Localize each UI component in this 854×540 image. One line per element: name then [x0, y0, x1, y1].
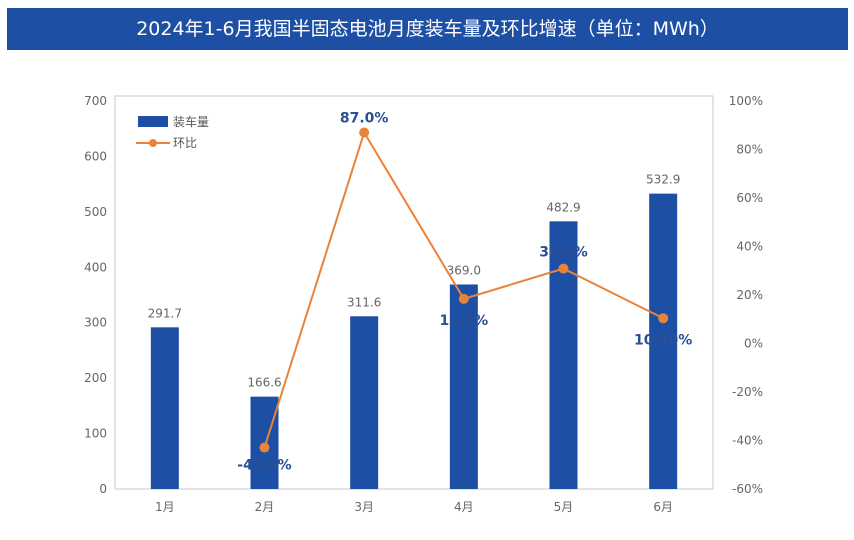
y-tick-label: 100 [84, 427, 107, 441]
bar-value-label: 482.9 [546, 200, 580, 214]
bar [350, 316, 379, 489]
y-tick-label: 200 [84, 371, 107, 385]
bar-value-label: 311.6 [347, 295, 381, 309]
bar-value-label: 369.0 [447, 263, 481, 277]
y2-tick-label: 0% [744, 337, 763, 351]
chart-title: 2024年1-6月我国半固态电池月度装车量及环比增速（单位：MWh） [7, 8, 848, 50]
bar-value-label: 291.7 [148, 306, 182, 320]
x-tick-label: 1月 [155, 500, 175, 514]
y2-tick-label: 20% [736, 288, 763, 302]
y2-tick-label: 80% [736, 143, 763, 157]
bar [649, 193, 678, 489]
x-tick-label: 4月 [454, 500, 474, 514]
y2-tick-label: -20% [732, 385, 763, 399]
legend-bar-swatch [138, 116, 168, 127]
bar-value-label: 166.6 [247, 376, 281, 390]
bar-value-label: 532.9 [646, 173, 680, 187]
line-value-label: 10.40% [634, 332, 692, 348]
bar [549, 221, 578, 489]
y-tick-label: 500 [84, 205, 107, 219]
y2-tick-label: 100% [729, 94, 763, 108]
line-point [458, 293, 469, 304]
line-value-label: 87.0% [340, 111, 389, 127]
line-point [658, 313, 669, 324]
legend-line-label: 环比 [173, 136, 197, 150]
x-tick-label: 6月 [653, 500, 673, 514]
bar [150, 327, 179, 489]
line-point [558, 263, 569, 274]
legend-bar-label: 装车量 [173, 114, 209, 129]
y-tick-label: 400 [84, 260, 107, 274]
y2-tick-label: -60% [732, 482, 763, 496]
line-point [259, 442, 270, 453]
y-tick-label: 700 [84, 94, 107, 108]
line-value-label: 18.4% [440, 313, 489, 329]
line-point [359, 127, 370, 138]
plot-frame [114, 95, 714, 490]
line-value-label: -42.9% [237, 458, 291, 474]
x-tick-label: 2月 [255, 500, 275, 514]
legend-line-marker [149, 139, 157, 147]
y-tick-label: 0 [99, 482, 107, 496]
line-value-label: 30.9% [539, 245, 588, 261]
x-tick-label: 5月 [554, 500, 574, 514]
y2-tick-label: -40% [732, 434, 763, 448]
x-tick-label: 3月 [354, 500, 374, 514]
y2-tick-label: 40% [736, 240, 763, 254]
bar [449, 284, 478, 489]
y-tick-label: 300 [84, 316, 107, 330]
y-tick-label: 600 [84, 149, 107, 163]
y2-tick-label: 60% [736, 191, 763, 205]
